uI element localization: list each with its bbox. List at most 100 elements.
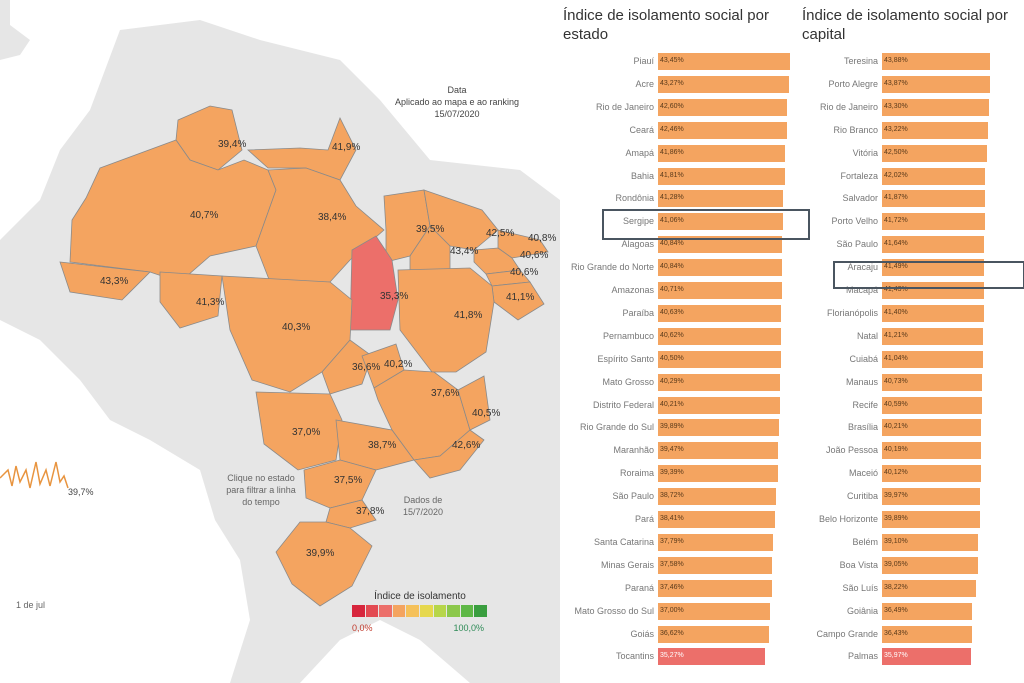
capital-ranking-row[interactable]: Macapá 41,43% [846, 281, 990, 301]
capital-bar[interactable] [882, 579, 977, 597]
capital-bar[interactable] [882, 350, 983, 368]
state-ranking-row[interactable]: Rio de Janeiro 42,60% [596, 98, 790, 118]
state-ranking-row[interactable]: Minas Gerais 37,58% [601, 556, 790, 576]
capital-ranking-row[interactable]: Palmas 35,97% [848, 647, 990, 667]
capital-bar[interactable] [882, 373, 983, 391]
state-region[interactable] [275, 521, 373, 607]
state-bar[interactable] [658, 625, 770, 643]
capital-bar[interactable] [882, 53, 990, 70]
state-ranking-row[interactable]: Amazonas 40,71% [611, 281, 790, 301]
capital-ranking-row[interactable]: Boa Vista 39,05% [840, 556, 990, 576]
capital-ranking-row[interactable]: Salvador 41,87% [842, 189, 990, 209]
state-ranking-row[interactable]: Rio Grande do Norte 40,84% [571, 258, 790, 278]
capital-ranking-row[interactable]: Curitiba 39,97% [847, 487, 990, 507]
state-ranking-row[interactable]: Ceará 42,46% [629, 121, 790, 141]
capital-ranking-row[interactable]: São Luís 38,22% [842, 579, 990, 599]
state-region[interactable] [247, 117, 357, 181]
capital-bar[interactable] [882, 259, 985, 277]
capital-ranking-row[interactable]: Fortaleza 42,02% [840, 167, 990, 187]
capital-bar[interactable] [882, 442, 981, 460]
capital-ranking-row[interactable]: Florianópolis 41,40% [827, 304, 990, 324]
state-ranking-row[interactable]: Santa Catarina 37,79% [594, 533, 790, 553]
state-bar[interactable] [658, 396, 781, 414]
state-ranking-row[interactable]: Bahia 41,81% [631, 167, 790, 187]
state-ranking-row[interactable]: Alagoas 40,84% [621, 235, 790, 255]
capital-ranking-row[interactable]: Cuiabá 41,04% [849, 350, 990, 370]
state-bar[interactable] [658, 511, 775, 528]
capital-ranking-row[interactable]: Natal 41,21% [857, 327, 990, 347]
state-ranking-row[interactable]: Amapá 41,86% [625, 144, 790, 164]
capital-bar[interactable] [882, 419, 981, 437]
capital-bar[interactable] [882, 75, 990, 93]
state-ranking-row[interactable]: Goiás 36,62% [630, 625, 790, 645]
state-ranking-row[interactable]: Pará 38,41% [635, 510, 790, 530]
capital-ranking-row[interactable]: Manaus 40,73% [846, 373, 990, 393]
state-bar[interactable] [658, 488, 776, 506]
state-bar[interactable] [658, 282, 782, 299]
state-ranking-row[interactable]: Espírito Santo 40,50% [597, 350, 790, 370]
capital-bar[interactable] [882, 488, 981, 506]
state-bar[interactable] [658, 465, 778, 483]
capital-ranking-row[interactable]: Recife 40,59% [852, 396, 990, 416]
state-ranking-row[interactable]: Piauí 43,45% [633, 52, 790, 72]
capital-ranking-row[interactable]: Rio Branco 43,22% [833, 121, 990, 141]
state-bar[interactable] [658, 533, 773, 551]
state-bar[interactable] [658, 373, 781, 391]
state-bar[interactable] [658, 419, 780, 437]
capital-ranking-row[interactable]: Belo Horizonte 39,89% [819, 510, 990, 530]
state-ranking-row[interactable]: São Paulo 38,72% [612, 487, 790, 507]
capital-bar[interactable] [882, 648, 971, 666]
state-ranking-row[interactable]: Tocantins 35,27% [616, 647, 790, 667]
capital-bar[interactable] [882, 396, 982, 414]
state-bar[interactable] [658, 167, 786, 185]
state-ranking-row[interactable]: Pernambuco 40,62% [603, 327, 790, 347]
state-region[interactable] [497, 229, 549, 259]
state-ranking-row[interactable]: Rondônia 41,28% [615, 189, 790, 209]
capital-bar[interactable] [882, 304, 984, 322]
capital-bar[interactable] [882, 556, 979, 574]
capital-bar[interactable] [882, 511, 981, 528]
capital-ranking-row[interactable]: Porto Alegre 43,87% [828, 75, 990, 95]
state-bar[interactable] [658, 304, 782, 322]
state-bar[interactable] [658, 442, 778, 460]
state-bar[interactable] [658, 556, 773, 574]
state-bar[interactable] [658, 236, 783, 254]
capital-bar[interactable] [882, 625, 972, 643]
state-ranking-row[interactable]: Paraíba 40,63% [622, 304, 790, 324]
state-bar[interactable] [658, 121, 787, 139]
state-bar[interactable] [658, 327, 782, 345]
capital-bar[interactable] [882, 465, 981, 483]
state-region[interactable] [397, 267, 495, 373]
state-region[interactable] [159, 271, 223, 329]
capital-ranking-row[interactable]: João Pessoa 40,19% [826, 441, 990, 461]
capital-ranking-row[interactable]: São Paulo 41,64% [836, 235, 990, 255]
state-bar[interactable] [658, 144, 786, 162]
state-bar[interactable] [658, 98, 788, 116]
state-region[interactable] [457, 375, 491, 431]
capital-bar[interactable] [882, 533, 979, 551]
state-bar[interactable] [658, 190, 784, 208]
capital-ranking-row[interactable]: Goiânia 36,49% [847, 602, 990, 622]
capital-ranking-row[interactable]: Vitória 42,50% [853, 144, 990, 164]
capital-bar[interactable] [882, 282, 984, 299]
capital-bar[interactable] [882, 602, 972, 620]
state-ranking-row[interactable]: Mato Grosso 40,29% [602, 373, 790, 393]
state-ranking-row[interactable]: Mato Grosso do Sul 37,00% [574, 602, 790, 622]
capital-ranking-row[interactable]: Brasília 40,21% [848, 418, 990, 438]
state-bar[interactable] [658, 259, 783, 277]
state-bar[interactable] [658, 75, 790, 93]
capital-ranking-row[interactable]: Maceió 40,12% [849, 464, 990, 484]
capital-ranking-row[interactable]: Porto Velho 41,72% [831, 212, 990, 232]
capital-bar[interactable] [882, 167, 986, 185]
capital-ranking-row[interactable]: Rio de Janeiro 43,30% [820, 98, 990, 118]
state-ranking-row[interactable]: Acre 43,27% [635, 75, 790, 95]
state-region[interactable] [413, 429, 485, 479]
capital-bar[interactable] [882, 144, 987, 162]
state-region[interactable] [325, 499, 377, 529]
capital-bar[interactable] [882, 121, 989, 139]
state-bar[interactable] [658, 213, 783, 231]
state-region[interactable] [59, 261, 151, 301]
state-ranking-row[interactable]: Rio Grande do Sul 39,89% [580, 418, 790, 438]
state-bar[interactable] [658, 602, 771, 620]
capital-bar[interactable] [882, 236, 985, 254]
